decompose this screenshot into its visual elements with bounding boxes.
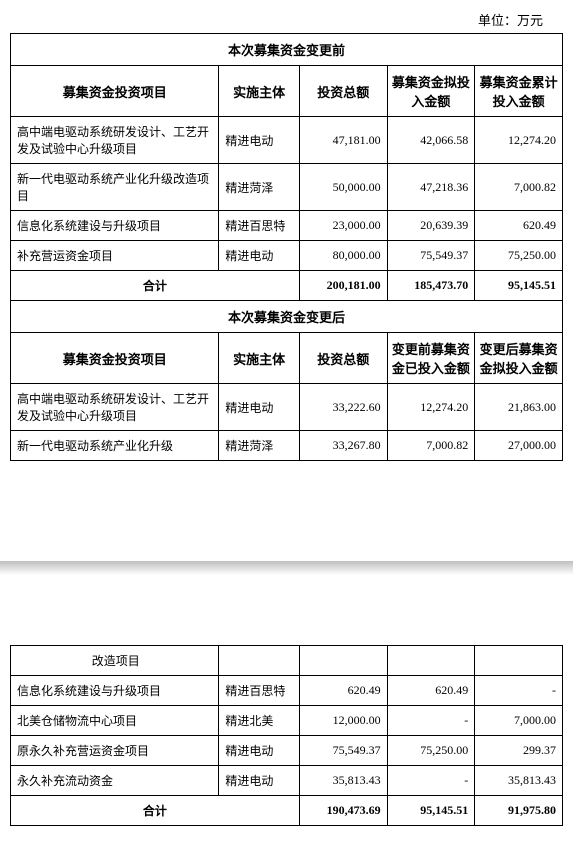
num-cell: 42,066.58 [387,117,475,164]
funds-table-before: 本次募集资金变更前 募集资金投资项目 实施主体 投资总额 募集资金拟投入金额 募… [10,33,563,461]
num-cell: - [387,706,475,736]
num-cell: 35,813.43 [299,766,387,796]
num-cell: 95,145.51 [387,796,475,826]
num-cell: 91,975.80 [475,796,563,826]
num-cell: 23,000.00 [299,211,387,241]
section-header: 本次募集资金变更前 [11,34,563,66]
num-cell: 35,813.43 [475,766,563,796]
project-cell: 信息化系统建设与升级项目 [11,211,219,241]
num-cell: 21,863.00 [475,384,563,431]
page-gap [0,575,573,635]
num-cell: 200,181.00 [299,271,387,301]
num-cell: - [387,766,475,796]
project-cell: 新一代电驱动系统产业化升级 [11,431,219,461]
col-header: 变更后募集资金拟投入金额 [475,333,563,384]
page-shadow [0,561,573,575]
col-header: 投资总额 [299,66,387,117]
num-cell: 80,000.00 [299,241,387,271]
table-row: 永久补充流动资金 精进电动 35,813.43 - 35,813.43 [11,766,563,796]
project-cell: 补充营运资金项目 [11,241,219,271]
col-header: 投资总额 [299,333,387,384]
table-row: 改造项目 [11,646,563,676]
num-cell [475,646,563,676]
entity-cell: 精进北美 [219,706,299,736]
entity-cell [219,646,299,676]
entity-cell: 精进菏泽 [219,164,299,211]
total-row: 合计 190,473.69 95,145.51 91,975.80 [11,796,563,826]
table-row: 信息化系统建设与升级项目 精进百思特 620.49 620.49 - [11,676,563,706]
num-cell: 12,274.20 [475,117,563,164]
num-cell: 620.49 [299,676,387,706]
table-row: 高中端电驱动系统研发设计、工艺开发及试验中心升级项目 精进电动 47,181.0… [11,117,563,164]
num-cell: 7,000.00 [475,706,563,736]
table-row: 新一代电驱动系统产业化升级改造项目 精进菏泽 50,000.00 47,218.… [11,164,563,211]
entity-cell: 精进电动 [219,766,299,796]
entity-cell: 精进电动 [219,117,299,164]
project-cell: 北美仓储物流中心项目 [11,706,219,736]
project-cell: 高中端电驱动系统研发设计、工艺开发及试验中心升级项目 [11,384,219,431]
num-cell: 620.49 [387,676,475,706]
num-cell: 620.49 [475,211,563,241]
col-header: 募集资金拟投入金额 [387,66,475,117]
col-header: 募集资金投资项目 [11,333,219,384]
table-row: 新一代电驱动系统产业化升级 精进菏泽 33,267.80 7,000.82 27… [11,431,563,461]
num-cell: 75,250.00 [475,241,563,271]
unit-label: 单位：万元 [10,10,563,29]
entity-cell: 精进百思特 [219,211,299,241]
table-row: 本次募集资金变更前 [11,34,563,66]
entity-cell: 精进电动 [219,736,299,766]
col-header: 募集资金累计投入金额 [475,66,563,117]
table-row: 原永久补充营运资金项目 精进电动 75,549.37 75,250.00 299… [11,736,563,766]
entity-cell: 精进菏泽 [219,431,299,461]
num-cell: 47,181.00 [299,117,387,164]
col-header: 实施主体 [219,333,299,384]
project-cell: 高中端电驱动系统研发设计、工艺开发及试验中心升级项目 [11,117,219,164]
num-cell: 7,000.82 [475,164,563,211]
num-cell [387,646,475,676]
table-row: 募集资金投资项目 实施主体 投资总额 募集资金拟投入金额 募集资金累计投入金额 [11,66,563,117]
num-cell [299,646,387,676]
num-cell: 75,549.37 [299,736,387,766]
num-cell: 33,222.60 [299,384,387,431]
num-cell: 12,274.20 [387,384,475,431]
num-cell: 7,000.82 [387,431,475,461]
col-header: 实施主体 [219,66,299,117]
funds-table-after-cont: 改造项目 信息化系统建设与升级项目 精进百思特 620.49 620.49 - … [10,645,563,826]
project-cell: 新一代电驱动系统产业化升级改造项目 [11,164,219,211]
col-header: 募集资金投资项目 [11,66,219,117]
col-header: 变更前募集资金已投入金额 [387,333,475,384]
section-header: 本次募集资金变更后 [11,301,563,333]
num-cell: 75,250.00 [387,736,475,766]
total-label: 合计 [11,796,300,826]
num-cell: 190,473.69 [299,796,387,826]
num-cell: 185,473.70 [387,271,475,301]
num-cell: 75,549.37 [387,241,475,271]
num-cell: 20,639.39 [387,211,475,241]
project-cell: 原永久补充营运资金项目 [11,736,219,766]
num-cell: 27,000.00 [475,431,563,461]
total-row: 合计 200,181.00 185,473.70 95,145.51 [11,271,563,301]
entity-cell: 精进电动 [219,384,299,431]
table-row: 北美仓储物流中心项目 精进北美 12,000.00 - 7,000.00 [11,706,563,736]
project-cell: 改造项目 [11,646,219,676]
table-row: 信息化系统建设与升级项目 精进百思特 23,000.00 20,639.39 6… [11,211,563,241]
entity-cell: 精进电动 [219,241,299,271]
num-cell: 95,145.51 [475,271,563,301]
table-row: 本次募集资金变更后 [11,301,563,333]
num-cell: 33,267.80 [299,431,387,461]
table-row: 高中端电驱动系统研发设计、工艺开发及试验中心升级项目 精进电动 33,222.6… [11,384,563,431]
table-row: 补充营运资金项目 精进电动 80,000.00 75,549.37 75,250… [11,241,563,271]
num-cell: 12,000.00 [299,706,387,736]
table-row: 募集资金投资项目 实施主体 投资总额 变更前募集资金已投入金额 变更后募集资金拟… [11,333,563,384]
num-cell: 299.37 [475,736,563,766]
num-cell: 47,218.36 [387,164,475,211]
num-cell: 50,000.00 [299,164,387,211]
page-gap [0,491,573,561]
entity-cell: 精进百思特 [219,676,299,706]
project-cell: 信息化系统建设与升级项目 [11,676,219,706]
total-label: 合计 [11,271,300,301]
num-cell: - [475,676,563,706]
project-cell: 永久补充流动资金 [11,766,219,796]
